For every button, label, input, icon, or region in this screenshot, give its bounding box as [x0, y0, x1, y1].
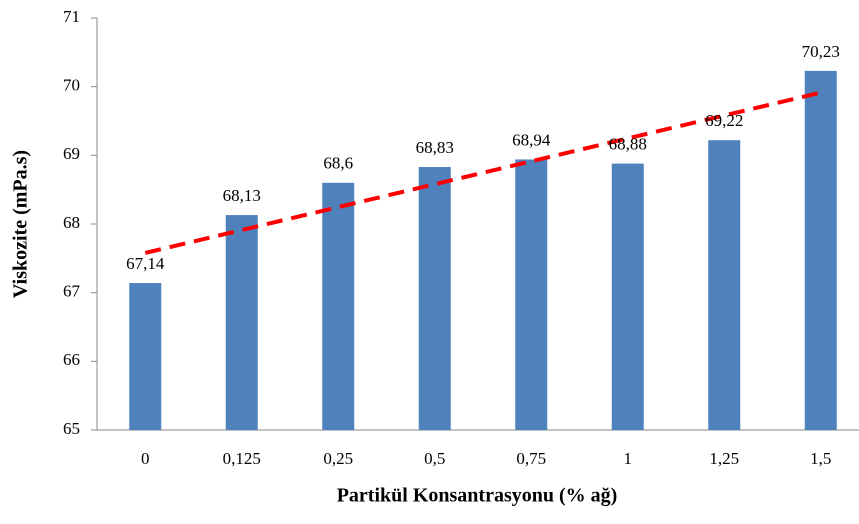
value-label: 70,23: [802, 42, 840, 61]
x-tick-label: 0: [141, 449, 150, 468]
value-label: 68,83: [416, 138, 454, 157]
x-tick-label: 1: [624, 449, 633, 468]
value-label: 68,6: [323, 154, 353, 173]
value-label: 68,13: [223, 186, 261, 205]
x-tick-label: 1,5: [810, 449, 831, 468]
bar: [515, 159, 548, 430]
y-tick-label: 67: [63, 282, 81, 301]
x-tick-label: 0,125: [223, 449, 261, 468]
trendline: [144, 90, 822, 255]
y-axis-title: Viskozite (mPa.s): [10, 150, 32, 298]
y-tick-label: 65: [63, 419, 80, 438]
x-tick-label: 0,75: [516, 449, 546, 468]
x-axis-title: Partikül Konsantrasyonu (% ağ): [337, 485, 618, 507]
bar: [418, 167, 451, 431]
bar: [611, 163, 644, 430]
bar: [225, 215, 258, 430]
y-tick-label: 68: [63, 213, 80, 232]
y-tick-label: 66: [63, 350, 80, 369]
value-label: 68,94: [512, 130, 551, 149]
x-tick-label: 0,5: [424, 449, 445, 468]
value-label: 69,22: [705, 111, 743, 130]
y-tick-label: 69: [63, 144, 80, 163]
bar: [322, 182, 355, 430]
value-label: 67,14: [126, 254, 165, 273]
value-label: 68,88: [609, 134, 647, 153]
x-tick-label: 1,25: [709, 449, 739, 468]
y-tick-label: 70: [63, 76, 80, 95]
bar: [708, 140, 741, 430]
x-tick-label: 0,25: [323, 449, 353, 468]
bar: [804, 70, 837, 430]
bar: [129, 283, 162, 430]
y-tick-label: 71: [63, 7, 80, 26]
